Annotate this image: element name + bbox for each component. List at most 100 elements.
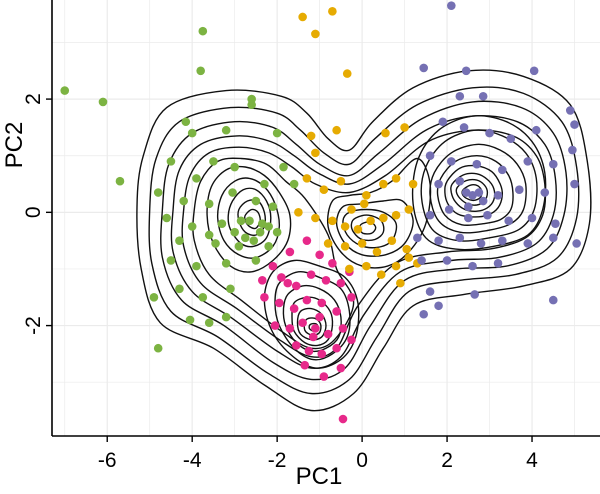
contour-line (411, 115, 547, 251)
data-point (221, 125, 231, 135)
data-point (347, 205, 356, 214)
data-point (493, 191, 503, 200)
data-point (323, 239, 333, 248)
contour-line (136, 69, 592, 412)
data-point (493, 258, 503, 268)
data-point (306, 131, 316, 141)
data-point (497, 236, 507, 245)
data-point (340, 242, 350, 251)
data-point (523, 239, 533, 248)
data-point (153, 188, 163, 197)
contour-line (303, 317, 322, 336)
data-point (221, 312, 231, 322)
y-axis-label: PC2 (1, 122, 28, 169)
data-point (529, 66, 539, 76)
data-point (461, 188, 471, 197)
data-point (187, 128, 197, 138)
data-point (257, 275, 267, 285)
data-point (455, 91, 465, 101)
data-point (149, 292, 159, 302)
data-point (572, 239, 581, 248)
data-point (198, 26, 208, 36)
data-point (438, 117, 448, 127)
data-point (328, 216, 337, 226)
data-point (447, 157, 456, 166)
contour-line (263, 259, 360, 369)
data-point (317, 349, 327, 359)
data-point (332, 343, 341, 353)
data-point (408, 179, 418, 189)
data-point (300, 360, 310, 370)
data-point (444, 205, 454, 214)
data-point (268, 202, 278, 211)
x-tick-label: -6 (98, 449, 117, 472)
data-point (198, 292, 208, 302)
x-axis-label: PC1 (296, 463, 343, 490)
data-point (391, 174, 401, 183)
data-point (306, 270, 316, 279)
data-point (328, 258, 337, 268)
data-point (565, 106, 575, 115)
data-point (245, 216, 254, 226)
data-point (447, 1, 456, 10)
data-point (455, 233, 465, 243)
y-axis-ticks: -2 0 2 (22, 93, 52, 335)
data-point (187, 222, 197, 231)
data-point (319, 372, 329, 381)
data-point (472, 159, 482, 169)
data-point (391, 261, 401, 271)
x-tick-label: 0 (356, 449, 368, 472)
data-point (570, 120, 579, 129)
data-point (302, 236, 312, 245)
data-points (60, 1, 581, 424)
data-point (345, 264, 354, 274)
data-point (548, 159, 558, 169)
data-point (338, 324, 348, 333)
data-point (468, 261, 477, 271)
data-point (470, 290, 479, 299)
data-point (425, 287, 435, 296)
data-point (251, 196, 261, 206)
data-point (181, 117, 191, 127)
data-point (192, 174, 201, 183)
data-point (226, 284, 235, 294)
data-point (476, 239, 486, 248)
data-point (353, 225, 363, 234)
data-point (514, 185, 524, 194)
data-point (338, 414, 348, 424)
data-point (548, 295, 558, 305)
data-point (417, 256, 426, 265)
x-tick-label: 2 (441, 449, 453, 472)
data-point (425, 210, 435, 220)
data-point (485, 128, 494, 138)
x-tick-label: 4 (526, 449, 538, 472)
data-point (196, 66, 205, 76)
data-point (570, 179, 579, 189)
data-point (315, 312, 324, 322)
data-point (311, 29, 320, 39)
data-point (459, 123, 469, 132)
y-tick-label: 0 (22, 206, 45, 218)
data-point (372, 247, 382, 257)
data-point (455, 176, 465, 186)
contour-line (350, 214, 385, 242)
data-point (217, 219, 227, 228)
data-point (321, 275, 331, 285)
data-point (289, 179, 299, 189)
data-point (531, 125, 541, 135)
data-point (391, 210, 401, 220)
data-point (302, 174, 312, 183)
data-point (464, 213, 473, 223)
data-point (175, 284, 184, 294)
data-point (308, 332, 318, 342)
data-point (548, 233, 558, 243)
data-point (419, 309, 429, 319)
data-point (175, 236, 184, 245)
data-point (304, 346, 314, 356)
data-point (294, 208, 303, 217)
data-point (204, 230, 214, 240)
data-point (379, 213, 388, 223)
data-point (319, 185, 329, 194)
data-point (247, 100, 256, 110)
